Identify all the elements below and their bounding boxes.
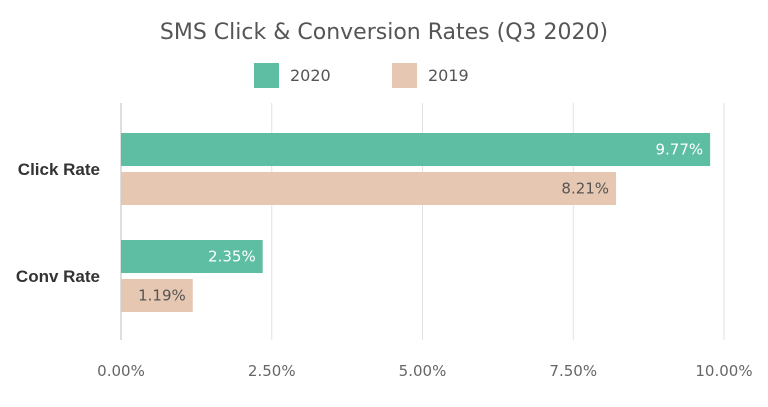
x-tick-label: 0.00% (97, 362, 145, 380)
bar-click-rate-2020 (121, 133, 711, 166)
x-tick-labels: 0.00% 2.50% 5.00% 7.50% 10.00% (97, 362, 752, 380)
bar-click-rate-2019 (121, 172, 617, 205)
legend: 2020 2019 (254, 63, 469, 88)
data-label: 1.19% (138, 287, 186, 305)
category-labels: Click Rate Conv Rate (16, 160, 100, 286)
data-label: 8.21% (561, 180, 609, 198)
x-tick-label: 5.00% (399, 362, 447, 380)
bars: 9.77% 8.21% 2.35% 1.19% (121, 133, 711, 312)
legend-swatch-2019 (392, 63, 417, 88)
x-tick-label: 10.00% (695, 362, 752, 380)
legend-swatch-2020 (254, 63, 279, 88)
legend-label-2019: 2019 (428, 66, 469, 85)
data-label: 2.35% (208, 248, 256, 266)
category-label: Conv Rate (16, 267, 100, 286)
chart-title: SMS Click & Conversion Rates (Q3 2020) (160, 20, 608, 45)
legend-label-2020: 2020 (290, 66, 331, 85)
category-label: Click Rate (18, 160, 100, 179)
data-label: 9.77% (655, 141, 703, 159)
bar-conv-rate-2019 (121, 279, 193, 312)
bar-conv-rate-2020 (121, 240, 263, 273)
x-tick-label: 7.50% (549, 362, 597, 380)
x-tick-label: 2.50% (248, 362, 296, 380)
